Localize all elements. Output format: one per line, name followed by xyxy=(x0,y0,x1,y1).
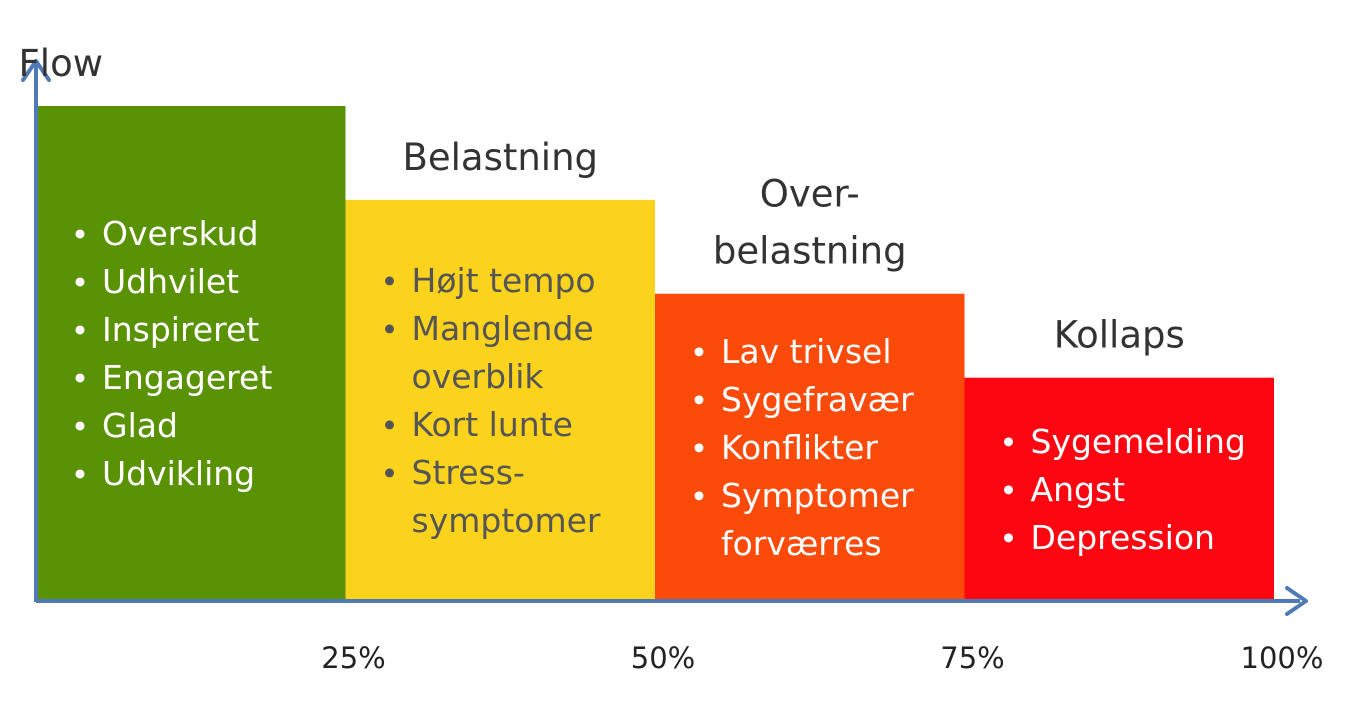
stage-1-item-2: Udhvilet xyxy=(102,262,239,301)
bullet-icon xyxy=(75,325,85,335)
stage-3-item-4-line-1: Symptomer xyxy=(721,476,914,515)
stage-2-item-4-line-1: Stress- xyxy=(412,453,525,492)
bullet-icon xyxy=(75,469,85,479)
stage-4-item-1: Sygemelding xyxy=(1031,422,1246,461)
axes-layer xyxy=(21,59,1308,616)
x-tick-1: 25% xyxy=(321,641,385,675)
bar-4 xyxy=(964,377,1274,600)
stage-3-item-2: Sygefravær xyxy=(721,380,914,419)
stage-1-item-1: Overskud xyxy=(102,214,259,253)
bullet-icon xyxy=(75,373,85,383)
x-tick-2: 50% xyxy=(631,641,695,675)
stage-2-item-2-line-2: overblik xyxy=(412,357,545,396)
x-axis-arrow-icon xyxy=(1285,586,1308,616)
stage-2-item-4-line-2: symptomer xyxy=(412,501,601,540)
stage-3-item-3: Konflikter xyxy=(721,428,878,467)
stage-4-item-2: Angst xyxy=(1031,470,1126,509)
stage-3-item-1: Lav trivsel xyxy=(721,332,892,371)
bullet-icon xyxy=(1004,437,1013,447)
bullet-icon xyxy=(75,229,85,239)
bullet-icon xyxy=(385,324,394,334)
bars-layer xyxy=(36,106,1274,601)
stage-3-item-4-line-2: forværres xyxy=(721,524,882,563)
stage-title-1: Flow xyxy=(19,42,103,85)
bar-2 xyxy=(345,199,655,601)
stage-title-3-line-1: Over- xyxy=(760,173,860,216)
bullet-icon xyxy=(75,421,85,431)
x-tick-3: 75% xyxy=(940,641,1004,675)
bullet-icon xyxy=(694,395,704,405)
bullet-icon xyxy=(694,491,704,501)
y-axis-arrow-icon xyxy=(21,59,51,82)
x-tick-4: 100% xyxy=(1241,641,1324,675)
bullet-icon xyxy=(75,277,85,287)
stage-2-item-2-line-1: Manglende xyxy=(412,309,594,348)
stage-title-4: Kollaps xyxy=(1054,314,1185,357)
bar-3 xyxy=(655,293,965,600)
stage-title-3-line-2: belastning xyxy=(713,230,907,273)
stage-title-2: Belastning xyxy=(402,136,598,179)
stage-items-layer: Overskud Udhvilet Inspireret Engageret Glad U… xyxy=(75,214,1246,563)
bullet-icon xyxy=(1004,485,1013,495)
stage-1-item-5: Glad xyxy=(102,406,178,445)
stage-titles-layer: Flow Belastning Over-belastning Kollaps xyxy=(19,42,1185,357)
bullet-icon xyxy=(385,420,394,430)
stage-1-item-4: Engageret xyxy=(102,358,272,397)
stage-1-item-3: Inspireret xyxy=(102,310,259,349)
x-ticks-layer: 25% 50% 75% 100% xyxy=(321,641,1323,675)
stage-2-item-1: Højt tempo xyxy=(412,261,596,300)
stage-2-item-3: Kort lunte xyxy=(412,405,573,444)
bullet-icon xyxy=(385,468,394,478)
bullet-icon xyxy=(1004,533,1013,543)
bullet-icon xyxy=(694,347,704,357)
bar-1 xyxy=(36,106,346,600)
bullet-icon xyxy=(694,443,704,453)
stage-4-item-3: Depression xyxy=(1031,518,1215,557)
bullet-icon xyxy=(385,276,394,286)
stage-1-item-6: Udvikling xyxy=(102,454,255,493)
